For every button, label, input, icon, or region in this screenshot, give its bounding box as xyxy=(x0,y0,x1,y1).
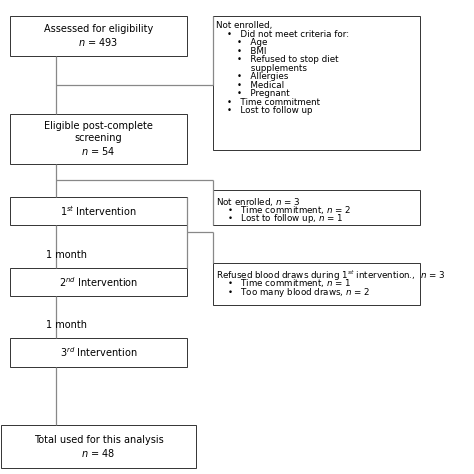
Text: Assessed for eligibility
$n$ = 493: Assessed for eligibility $n$ = 493 xyxy=(44,24,153,47)
Text: •   Time commitment, $n$ = 1: • Time commitment, $n$ = 1 xyxy=(227,277,351,289)
Text: •   Medical: • Medical xyxy=(237,81,284,90)
Text: supplements: supplements xyxy=(237,64,307,73)
Text: •   Did not meet criteria for:: • Did not meet criteria for: xyxy=(227,30,349,39)
Text: •   Allergies: • Allergies xyxy=(237,72,289,81)
Bar xyxy=(10,338,187,366)
Text: Not enrolled,: Not enrolled, xyxy=(216,21,275,30)
Text: Refused blood draws during 1$^{st}$ intervention.,  $n$ = 3: Refused blood draws during 1$^{st}$ inte… xyxy=(216,269,446,283)
Text: •   Time commitment: • Time commitment xyxy=(227,98,319,107)
Text: •   Age: • Age xyxy=(237,38,267,47)
Text: 1$^{st}$ Intervention: 1$^{st}$ Intervention xyxy=(60,204,137,218)
Bar xyxy=(10,197,187,225)
Bar xyxy=(10,268,187,296)
Bar xyxy=(10,115,187,164)
Text: Eligible post-complete
screening
$n$ = 54: Eligible post-complete screening $n$ = 5… xyxy=(44,121,153,157)
Text: 1 month: 1 month xyxy=(46,250,87,260)
Text: 3$^{rd}$ Intervention: 3$^{rd}$ Intervention xyxy=(60,346,137,359)
Text: •   Time commitment, $n$ = 2: • Time commitment, $n$ = 2 xyxy=(227,204,351,216)
Bar xyxy=(10,16,187,55)
Bar xyxy=(213,190,420,225)
Bar xyxy=(1,426,196,468)
Text: 2$^{nd}$ Intervention: 2$^{nd}$ Intervention xyxy=(59,275,138,289)
Text: 1 month: 1 month xyxy=(46,320,87,330)
Text: •   Pregnant: • Pregnant xyxy=(237,89,290,98)
Text: •   Lost to follow up, $n$ = 1: • Lost to follow up, $n$ = 1 xyxy=(227,212,343,226)
Text: •   Too many blood draws, $n$ = 2: • Too many blood draws, $n$ = 2 xyxy=(227,285,370,299)
Text: Total used for this analysis
$n$ = 48: Total used for this analysis $n$ = 48 xyxy=(34,435,164,459)
Bar xyxy=(213,263,420,305)
Text: Not enrolled, $n$ = 3: Not enrolled, $n$ = 3 xyxy=(216,196,301,208)
Text: •   BMI: • BMI xyxy=(237,46,266,55)
Text: •   Refused to stop diet: • Refused to stop diet xyxy=(237,55,339,64)
Bar xyxy=(213,16,420,150)
Text: •   Lost to follow up: • Lost to follow up xyxy=(227,106,312,115)
